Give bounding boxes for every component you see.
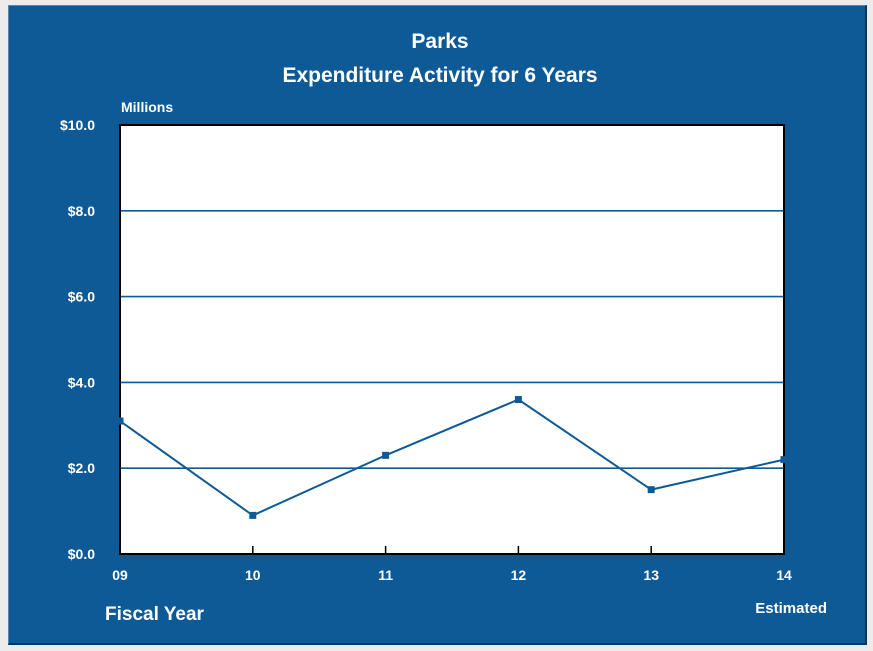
plot-area [120, 125, 784, 554]
x-tick-label: 09 [112, 567, 128, 583]
x-tick-label: 14 [776, 567, 792, 583]
y-tick-labels: $0.0 $2.0 $4.0 $6.0 $8.0 $10.0 [60, 117, 95, 562]
data-point-12 [514, 396, 522, 404]
y-tick-label: $2.0 [68, 460, 95, 476]
y-tick-label: $10.0 [60, 117, 95, 133]
data-point-10 [249, 511, 257, 519]
line-chart: Parks Expenditure Activity for 6 Years M… [60, 30, 827, 625]
y-tick-label: $6.0 [68, 289, 95, 305]
chart-subtitle: Expenditure Activity for 6 Years [282, 64, 597, 87]
data-point-11 [382, 451, 390, 459]
x-tick-labels: 09 10 11 12 13 14 [112, 546, 792, 583]
y-tick-label: $8.0 [68, 203, 95, 219]
y-tick-label: $0.0 [68, 546, 95, 562]
data-point-09 [116, 417, 124, 425]
y-tick-label: $4.0 [68, 374, 95, 390]
y-axis-label: Millions [121, 99, 173, 115]
series-line [119, 398, 785, 517]
data-point-13 [647, 486, 655, 494]
x-tick-label: 11 [378, 567, 393, 583]
x-axis-label: Fiscal Year [105, 604, 205, 625]
x-tick-label: 12 [511, 567, 527, 583]
plot-border [119, 124, 785, 555]
data-point-14 [780, 456, 788, 464]
chart-frame: Parks Expenditure Activity for 6 Years M… [8, 5, 867, 645]
x-tick-label: 13 [643, 567, 659, 583]
series-layer [116, 396, 788, 519]
estimated-note: Estimated [755, 600, 827, 617]
x-tick-label: 10 [245, 567, 261, 583]
grid-lines [119, 124, 785, 555]
chart-title: Parks [411, 30, 468, 53]
